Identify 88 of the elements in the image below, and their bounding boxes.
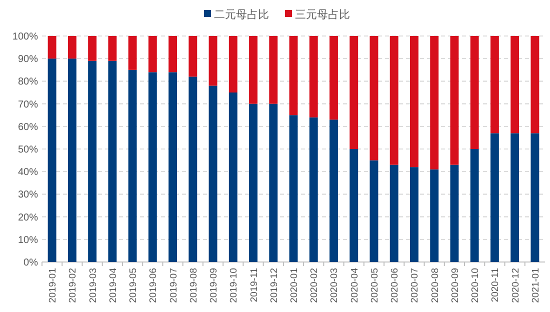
- bar: [228, 36, 238, 92]
- bar: [530, 133, 540, 262]
- bar: [430, 36, 439, 170]
- bar: [309, 117, 318, 262]
- x-tick-label: 2020-07: [410, 268, 421, 303]
- bar: [470, 36, 479, 149]
- y-tick-label: 100%: [12, 32, 38, 42]
- y-tick-label: 10%: [18, 234, 38, 246]
- bar: [88, 36, 97, 61]
- bar: [490, 36, 499, 134]
- bar: [269, 104, 278, 262]
- bar: [350, 36, 358, 149]
- bar: [370, 36, 378, 160]
- x-tick-label: 2020-12: [510, 268, 522, 303]
- x-tick-label: 2020-09: [450, 268, 461, 303]
- x-tick-label: 2021-01: [530, 268, 542, 303]
- bar: [48, 36, 56, 59]
- bar: [450, 36, 459, 165]
- bar: [148, 72, 157, 262]
- bar: [430, 169, 439, 262]
- x-tick-label: 2019-03: [88, 268, 99, 303]
- x-tick-label: 2020-05: [369, 268, 380, 303]
- bar: [168, 72, 178, 262]
- bar: [510, 133, 520, 262]
- x-tick-label: 2019-01: [48, 268, 59, 303]
- bar: [108, 60, 117, 262]
- y-tick-label: 30%: [18, 190, 38, 201]
- bar: [208, 36, 218, 86]
- bar: [168, 36, 178, 72]
- bar: [188, 36, 198, 77]
- y-tick-label: 20%: [18, 212, 38, 224]
- x-tick-label: 2020-03: [329, 268, 340, 303]
- x-tick-label: 2019-07: [168, 268, 180, 303]
- y-tick-label: 50%: [18, 144, 38, 156]
- bar: [289, 36, 298, 116]
- x-tick-label: 2020-01: [289, 268, 300, 303]
- y-tick-label: 0%: [24, 258, 38, 268]
- bar: [309, 36, 318, 118]
- bar: [228, 92, 238, 262]
- x-tick-label: 2019-09: [208, 268, 220, 303]
- bar: [470, 149, 479, 262]
- y-tick-label: 60%: [18, 122, 38, 133]
- x-tick-label: 2019-06: [148, 268, 160, 303]
- x-tick-label: 2019-12: [268, 268, 280, 303]
- bar: [188, 76, 198, 262]
- x-tick-label: 2019-02: [68, 268, 79, 303]
- x-tick-label: 2020-08: [430, 268, 441, 303]
- x-tick-label: 2020-06: [390, 268, 401, 303]
- bar: [68, 58, 76, 262]
- bar: [249, 104, 258, 262]
- legend-label: 二元母占比: [214, 8, 269, 21]
- bar: [410, 167, 418, 262]
- x-tick-label: 2019-11: [248, 268, 260, 302]
- bar: [490, 133, 499, 262]
- bar: [289, 115, 298, 262]
- x-tick-label: 2019-08: [188, 268, 200, 303]
- y-tick-label: 70%: [18, 99, 38, 110]
- x-tick-label: 2020-02: [309, 268, 320, 303]
- bar: [330, 36, 338, 120]
- x-tick-label: 2020-04: [349, 268, 360, 303]
- bar: [390, 164, 398, 262]
- bar: [350, 149, 358, 262]
- y-tick-label: 90%: [18, 54, 38, 66]
- bar: [128, 70, 137, 262]
- y-tick-label: 80%: [18, 76, 38, 88]
- bar: [269, 36, 278, 104]
- x-tick-label: 2020-10: [470, 268, 482, 303]
- bar: [148, 36, 157, 72]
- x-tick-label: 2020-11: [490, 268, 502, 302]
- bar: [128, 36, 137, 70]
- bar: [68, 36, 76, 59]
- x-tick-label: 2019-04: [108, 268, 119, 303]
- bar: [88, 60, 97, 262]
- bar: [208, 86, 218, 262]
- x-tick-label: 2019-10: [228, 268, 240, 303]
- bar: [48, 58, 56, 262]
- y-tick-label: 40%: [18, 167, 38, 178]
- bar: [510, 36, 520, 134]
- bar: [530, 36, 540, 134]
- x-tick-label: 2019-05: [128, 268, 140, 303]
- bar: [410, 36, 418, 168]
- bar: [370, 160, 378, 262]
- legend-label: 三元母占比: [295, 8, 350, 21]
- bar: [450, 164, 459, 262]
- bar: [330, 120, 338, 262]
- bar: [390, 36, 398, 165]
- bar: [108, 36, 117, 61]
- bar: [249, 36, 258, 104]
